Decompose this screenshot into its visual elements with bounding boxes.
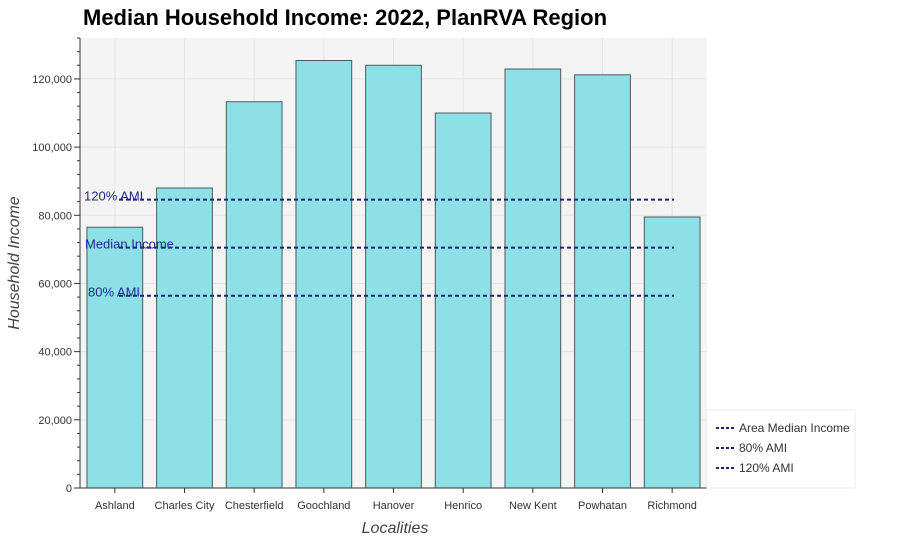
legend-item: 120% AMI — [739, 461, 794, 475]
bar-richmond — [643, 216, 701, 489]
y-tick-label: 20,000 — [38, 415, 72, 427]
y-tick-label: 120,000 — [32, 74, 72, 86]
x-tick-label: New Kent — [509, 500, 557, 512]
bar-goochland — [295, 60, 353, 489]
bars — [86, 60, 701, 489]
bar-hanover — [365, 64, 422, 489]
x-axis-title: Localities — [362, 520, 429, 537]
x-tick-label: Chesterfield — [225, 500, 284, 512]
axes: 0 20,000 40,000 60,000 80,000 100,000 120,000 A… — [32, 37, 707, 512]
x-tick-label: Henrico — [444, 500, 482, 512]
legend-item: 80% AMI — [739, 441, 787, 455]
y-axis-title: Household Income — [6, 196, 23, 330]
x-tick-label: Charles City — [155, 500, 215, 512]
bar-charles-city — [156, 187, 213, 489]
legend: Area Median Income 80% AMI 120% AMI — [706, 409, 856, 489]
y-tick-label: 0 — [66, 483, 72, 495]
legend-box — [706, 409, 856, 489]
chart-title: Median Household Income: 2022, PlanRVA R… — [83, 5, 608, 30]
bar-ashland — [86, 226, 144, 489]
bar-henrico — [434, 112, 492, 489]
y-tick-label: 40,000 — [38, 347, 72, 359]
bar-powhatan — [574, 74, 631, 489]
x-tick-label: Richmond — [647, 500, 697, 512]
x-tick-label: Hanover — [373, 500, 415, 512]
bar-new-kent — [504, 68, 562, 489]
x-tick-label: Goochland — [297, 500, 350, 512]
reference-lines: 120% AMI Median Income 80% AMI — [84, 189, 674, 300]
y-tick-label: 60,000 — [38, 278, 72, 290]
y-tick-label: 100,000 — [32, 142, 72, 154]
y-tick-label: 80,000 — [38, 210, 72, 222]
legend-item: Area Median Income — [739, 421, 850, 435]
x-tick-label: Ashland — [95, 500, 135, 512]
x-tick-label: Powhatan — [578, 500, 627, 512]
reference-label-median: Median Income — [85, 237, 174, 252]
reference-label-ami120: 120% AMI — [84, 189, 143, 204]
reference-label-ami80: 80% AMI — [88, 285, 140, 300]
